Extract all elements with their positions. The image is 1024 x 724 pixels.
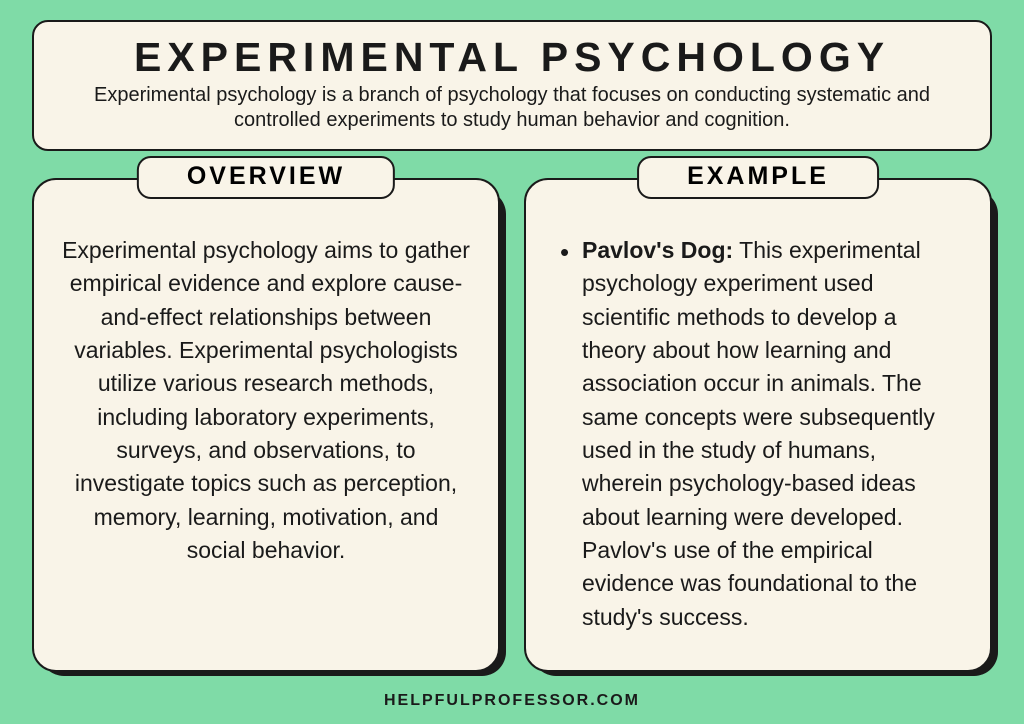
- overview-card: Experimental psychology aims to gather e…: [32, 178, 500, 672]
- page-subtitle: Experimental psychology is a branch of p…: [58, 83, 966, 133]
- overview-body: Experimental psychology aims to gather e…: [62, 234, 470, 567]
- overview-card-wrap: Experimental psychology aims to gather e…: [32, 178, 500, 672]
- header-panel: EXPERIMENTAL PSYCHOLOGY Experimental psy…: [32, 20, 992, 151]
- example-rest: This experimental psychology experiment …: [582, 237, 935, 630]
- footer-attribution: HELPFULPROFESSOR.COM: [0, 692, 1024, 710]
- example-bold: Pavlov's Dog:: [582, 237, 733, 263]
- overview-tab: OVERVIEW: [137, 156, 395, 199]
- page-title: EXPERIMENTAL PSYCHOLOGY: [58, 34, 966, 81]
- example-tab: EXAMPLE: [637, 156, 879, 199]
- example-body: Pavlov's Dog: This experimental psycholo…: [554, 234, 962, 634]
- columns-container: Experimental psychology aims to gather e…: [32, 178, 992, 672]
- example-card-wrap: Pavlov's Dog: This experimental psycholo…: [524, 178, 992, 672]
- example-card: Pavlov's Dog: This experimental psycholo…: [524, 178, 992, 672]
